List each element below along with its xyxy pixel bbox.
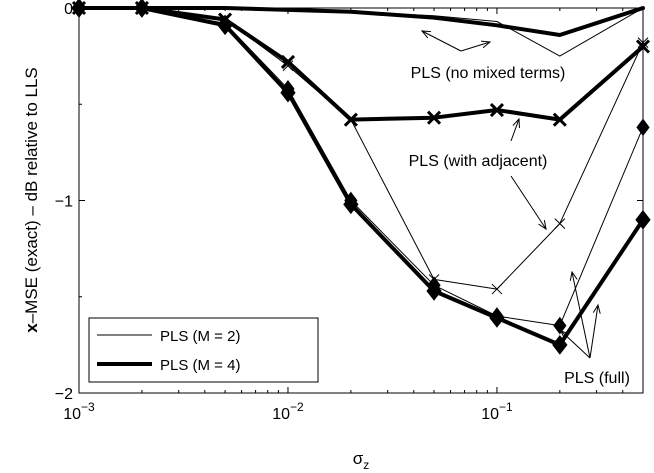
annotation-arrow-full-3 <box>589 304 599 359</box>
annotation-no-mixed-terms-bg <box>407 64 569 83</box>
data-point-full-thick <box>426 281 442 301</box>
y-tick-label: 0 <box>64 1 73 18</box>
annotation-arrow-full-2 <box>560 330 591 359</box>
data-point-full-thick <box>217 15 233 36</box>
data-point-with-adjacent-thick <box>426 110 442 125</box>
y-tick-label: −2 <box>55 386 73 403</box>
legend-label-thick: PLS (M = 4) <box>160 357 240 374</box>
data-point-with-adjacent-thin <box>554 218 566 229</box>
legend-label-thin: PLS (M = 2) <box>160 328 240 345</box>
data-point-full-thin <box>553 316 567 335</box>
annotation-arrow-full-1-head <box>569 270 578 281</box>
annotation-arrow-no-mixed-2-head <box>480 40 492 49</box>
y-tick-label: −1 <box>55 194 73 211</box>
annotation-arrow-full-2-head <box>560 330 570 340</box>
x-axis-label: σz <box>353 449 370 472</box>
data-point-with-adjacent-thick <box>343 112 358 127</box>
x-tick-label: 10−1 <box>481 400 513 423</box>
annotation-arrow-no-mixed-1 <box>421 30 462 52</box>
x-tick-label: 10−3 <box>63 400 95 423</box>
annotation-arrow-with-adjacent-1 <box>510 118 520 142</box>
data-point-with-adjacent-thin <box>491 283 503 295</box>
x-tick-base: 10 <box>63 406 81 423</box>
x-tick-label: 10−2 <box>272 400 304 423</box>
y-axis-label: x–MSE (exact) – dB relative to LLS <box>22 67 41 333</box>
data-point-with-adjacent-thick <box>489 102 504 118</box>
x-tick-exponent: −3 <box>81 400 95 414</box>
data-point-with-adjacent-thick <box>552 112 567 127</box>
data-point-full-thick <box>552 335 568 355</box>
annotation-full: PLS (full) <box>564 370 630 387</box>
annotation-with-adjacent-bg <box>405 152 551 171</box>
legend: PLS (M = 2) PLS (M = 4) <box>88 317 319 383</box>
x-tick-base: 10 <box>272 406 290 423</box>
data-point-full-thick <box>280 82 296 103</box>
data-point-full-thick <box>343 194 359 215</box>
annotation-arrow-with-adjacent-1-head <box>512 117 520 129</box>
annotation-arrow-no-mixed-2 <box>460 41 491 52</box>
data-point-full-thick <box>489 308 505 328</box>
plot-frame <box>78 7 644 394</box>
x-tick-exponent: −1 <box>499 400 513 414</box>
annotation-arrow-full-1 <box>571 271 591 359</box>
x-tick-base: 10 <box>481 406 499 423</box>
legend-box <box>88 317 319 383</box>
annotation-arrow-with-adjacent-2-head <box>538 220 547 231</box>
data-point-with-adjacent-thick <box>280 54 296 69</box>
x-tick-exponent: −2 <box>290 400 304 414</box>
annotation-full-bg <box>561 369 633 388</box>
annotation-no-mixed-terms: PLS (no mixed terms) <box>411 65 566 82</box>
annotation-arrow-no-mixed-1-head <box>420 30 432 39</box>
annotation-arrow-with-adjacent-2 <box>510 175 547 230</box>
annotation-layer: PLS (no mixed terms) PLS (with adjacent) P… <box>405 30 633 388</box>
annotation-with-adjacent: PLS (with adjacent) <box>409 153 548 170</box>
annotation-arrow-full-3-head <box>592 303 601 314</box>
